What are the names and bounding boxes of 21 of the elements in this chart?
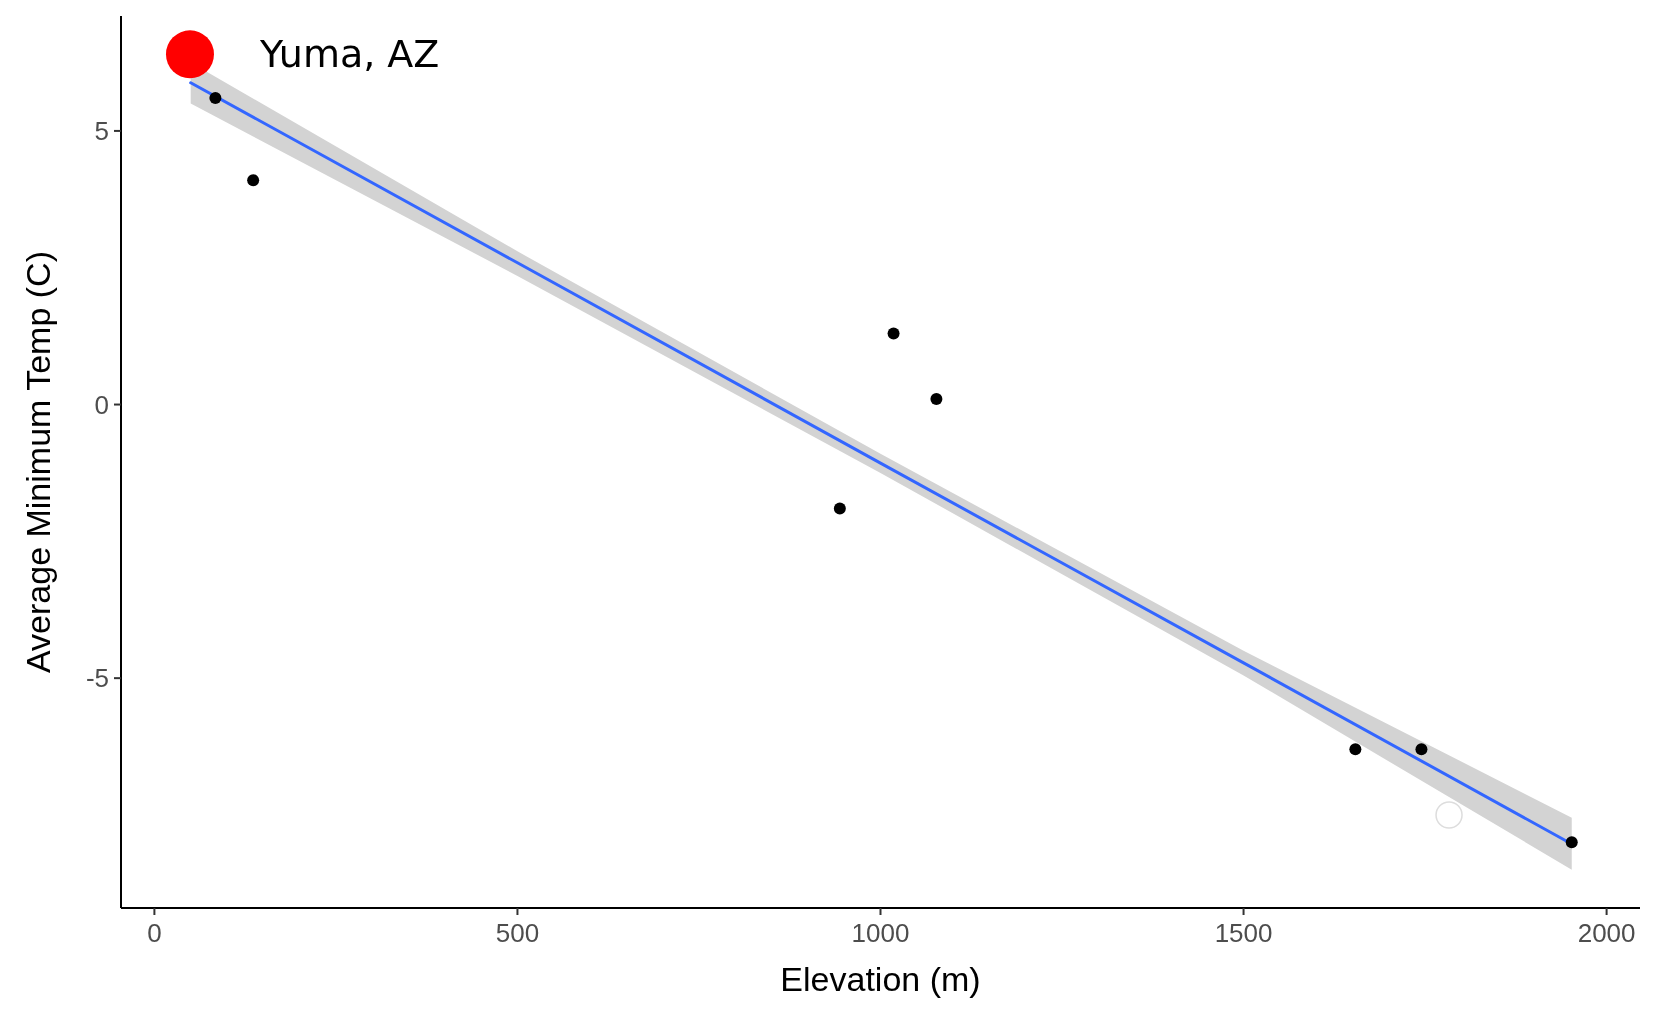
- point: [209, 92, 222, 105]
- y-tick-label: 0: [94, 389, 109, 420]
- y-tick-label: -5: [85, 663, 109, 694]
- x-axis-title: Elevation (m): [780, 960, 981, 998]
- point: [1415, 743, 1428, 756]
- x-tick-label: 1000: [851, 918, 910, 948]
- series-label: Yuma, AZ: [258, 32, 440, 77]
- point: [930, 393, 943, 406]
- y-tick-label: 5: [94, 115, 109, 146]
- point: [1349, 743, 1362, 756]
- x-tick-label: 0: [147, 918, 162, 948]
- x-tick-label: 500: [495, 918, 540, 948]
- y-axis-title: Average Minimum Temp (C): [19, 251, 57, 673]
- x-tick-label: 1500: [1214, 918, 1273, 948]
- point: [165, 30, 214, 79]
- point: [1435, 801, 1463, 829]
- point: [833, 502, 846, 515]
- point: [1565, 836, 1578, 849]
- point: [887, 327, 900, 340]
- x-tick-label: 2000: [1577, 918, 1636, 948]
- point: [247, 174, 260, 187]
